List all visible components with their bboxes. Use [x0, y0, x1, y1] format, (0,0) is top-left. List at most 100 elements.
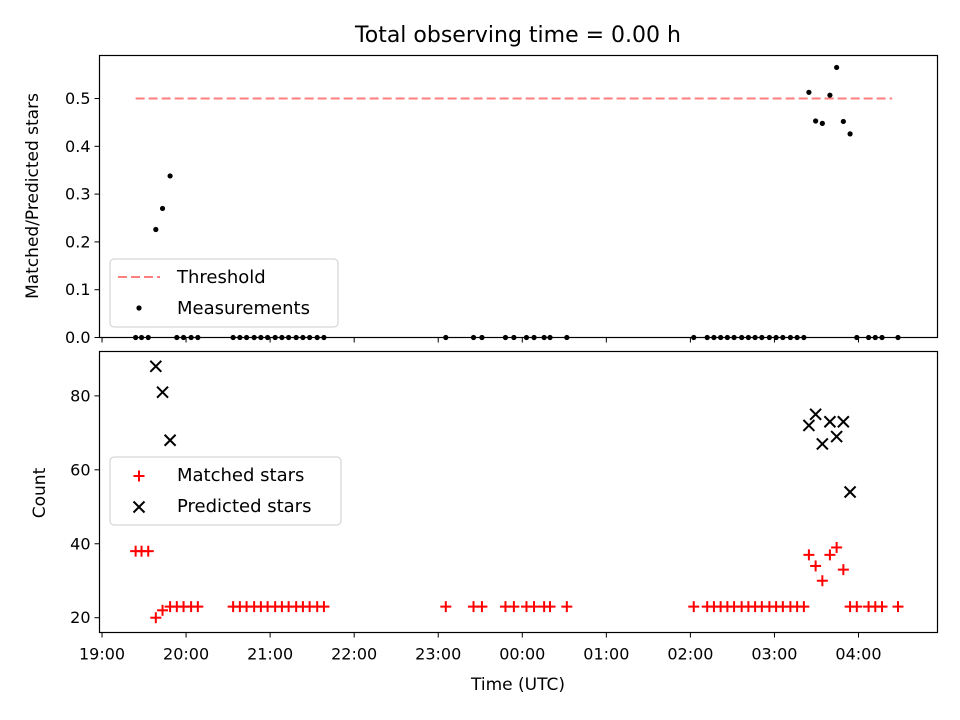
bottom-axes-frame [98, 350, 939, 634]
bottom-x-tick-label: 20:00 [163, 645, 209, 664]
measurement-point [895, 334, 901, 341]
measurement-point [711, 334, 717, 341]
bottom-x-tick-label: 22:00 [331, 645, 377, 664]
bottom-y-tick-label: 80 [70, 386, 90, 405]
bottom-x-tick-label: 02:00 [667, 645, 713, 664]
matched-star-point [528, 601, 540, 613]
bottom-legend-box [109, 456, 342, 526]
bottom-x-axis: 19:00 20:00 21:00 22:00 23:00 00:00 01:00 02:00… [79, 632, 882, 664]
bottom-x-tick-label: 19:00 [79, 645, 125, 664]
matched-star-point [318, 601, 330, 613]
matched-star-point [831, 541, 843, 553]
bottom-y-tick-label: 20 [70, 608, 90, 627]
predicted-stars-points [149, 360, 857, 499]
top-y-tick-label: 0.2 [65, 232, 90, 251]
predicted-star-point [802, 419, 816, 432]
measurement-point [773, 334, 779, 341]
measurement-point [145, 334, 151, 341]
measurement-point [133, 334, 139, 341]
measurement-point [531, 334, 537, 341]
measurement-point [854, 334, 860, 341]
measurement-point [243, 334, 250, 341]
cross-b [837, 415, 850, 428]
bottom-y-tick-label: 60 [70, 460, 90, 479]
measurement-point [827, 92, 833, 98]
measurement-point [321, 334, 327, 341]
measurement-point [745, 334, 751, 341]
matched-stars-points [130, 541, 904, 624]
measurement-point [813, 118, 819, 124]
bottom-x-tick-label: 04:00 [835, 645, 881, 664]
measurement-point [840, 118, 846, 125]
legend-measurements-label: Measurements [177, 298, 310, 319]
matched-star-point [837, 564, 849, 576]
matched-star-point [803, 549, 815, 561]
matched-star-point [476, 601, 488, 613]
cross-b [156, 385, 169, 399]
predicted-star-point [837, 415, 850, 428]
measurement-point [739, 334, 745, 341]
measurement-point [300, 334, 306, 341]
measurement-point [293, 334, 299, 341]
legend-plus-marker [133, 470, 145, 482]
measurement-point [314, 334, 320, 341]
measurement-point [237, 334, 243, 341]
measurement-point [443, 334, 449, 341]
bottom-legend: Matched stars Predicted stars [109, 456, 342, 526]
bottom-x-tick-label: 21:00 [247, 645, 293, 664]
measurement-point [307, 334, 313, 341]
legend-matched-label: Matched stars [177, 465, 304, 486]
top-axes-frame [98, 54, 939, 339]
measurement-point [847, 131, 853, 137]
measurement-point [286, 334, 292, 341]
legend-threshold-label: Threshold [176, 267, 266, 288]
measurement-point [766, 334, 772, 341]
bottom-y-axis-label: Count [30, 467, 50, 518]
measurement-point [704, 334, 710, 341]
measurement-point [523, 334, 530, 341]
matched-star-point [440, 601, 452, 613]
measurement-point [806, 89, 812, 95]
measurement-points [133, 64, 901, 341]
measurement-point [167, 173, 173, 179]
predicted-star-point [149, 360, 163, 373]
matched-star-point [192, 601, 204, 613]
top-x-axis-ticks [101, 337, 859, 343]
top-y-tick-label: 0.3 [65, 185, 90, 204]
top-y-tick-label: 0.0 [65, 328, 90, 347]
measurement-point [174, 334, 180, 341]
top-legend: Threshold Measurements [109, 258, 339, 328]
predicted-star-point [830, 430, 843, 443]
predicted-star-point [156, 385, 169, 399]
measurement-point [759, 334, 765, 341]
top-plot-area: 0.0 0.1 0.2 0.3 0.4 0.5 [65, 54, 939, 347]
measurement-point [564, 334, 570, 341]
cross-b [149, 360, 163, 373]
measurement-point [251, 334, 257, 341]
legend-x-marker [132, 500, 146, 514]
predicted-star-point [163, 434, 177, 447]
measurement-point [819, 120, 825, 126]
matched-star-point [688, 601, 700, 613]
legend-predicted-swatch [132, 500, 146, 514]
measurement-point [272, 334, 278, 341]
measurement-point [195, 334, 201, 341]
top-y-axis: 0.0 0.1 0.2 0.3 0.4 0.5 [65, 89, 100, 347]
measurement-point [230, 334, 236, 341]
bottom-x-tick-label: 03:00 [751, 645, 797, 664]
predicted-star-point [823, 415, 837, 428]
cross-b [816, 437, 829, 451]
measurement-point [470, 334, 477, 341]
matched-star-point [157, 604, 169, 616]
measurement-point [834, 64, 840, 71]
top-y-tick-label: 0.5 [65, 89, 90, 108]
matched-star-point [810, 560, 822, 572]
cross-b [132, 500, 146, 514]
chart-title: Total observing time = 0.00 h [354, 23, 681, 48]
legend-predicted-label: Predicted stars [177, 496, 311, 517]
legend-matched-swatch [133, 470, 145, 482]
measurement-point [801, 334, 807, 341]
measurement-point [279, 334, 285, 341]
matched-star-point [851, 601, 863, 613]
